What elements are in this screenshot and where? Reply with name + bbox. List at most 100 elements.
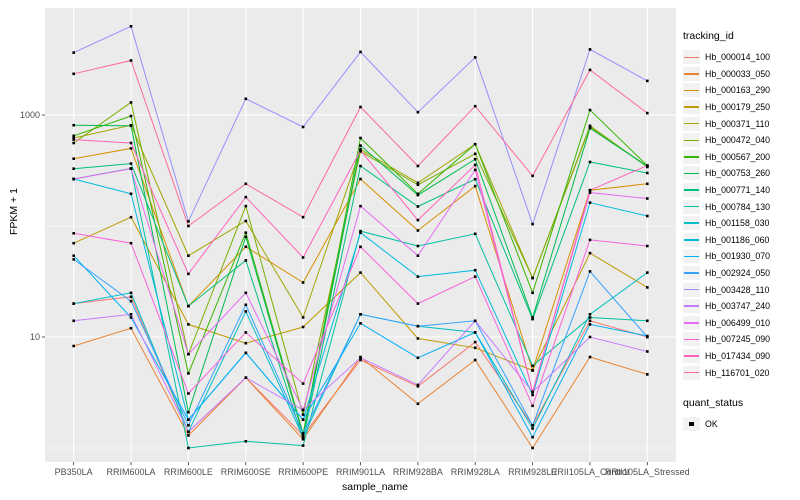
data-point	[301, 382, 305, 385]
data-point	[301, 256, 305, 259]
data-point	[359, 136, 362, 140]
data-point	[244, 231, 248, 234]
data-point	[301, 432, 305, 435]
data-point	[129, 25, 133, 28]
data-point	[416, 205, 420, 208]
data-point	[416, 402, 420, 406]
x-tick-label: RRIM600LA	[107, 467, 156, 477]
data-point	[129, 192, 133, 196]
series-points-Hb_000179_250	[72, 215, 649, 372]
data-point	[473, 331, 477, 334]
data-point	[72, 134, 75, 138]
data-point	[244, 291, 248, 295]
legend-entry-label: Hb_000179_250	[705, 102, 771, 113]
legend-key-line-icon	[684, 189, 699, 191]
data-point	[359, 358, 362, 362]
legend-entry-label: Hb_003747_240	[705, 301, 771, 312]
legend-key	[683, 100, 700, 115]
legend-key-line-icon	[684, 106, 699, 108]
data-point	[244, 440, 248, 443]
data-point	[187, 434, 190, 437]
data-point	[531, 369, 534, 372]
data-point	[531, 291, 534, 295]
data-point	[301, 215, 305, 219]
x-axis-title: sample_name	[342, 481, 408, 493]
data-point	[359, 245, 362, 249]
data-point	[72, 319, 75, 323]
data-point	[473, 56, 477, 59]
data-point	[416, 385, 420, 388]
data-point	[646, 373, 649, 376]
legend-entry-label: Hb_000033_050	[705, 68, 771, 79]
data-point	[301, 418, 305, 421]
legend-key	[683, 66, 700, 81]
legend-key-line-icon	[684, 56, 699, 59]
data-point	[646, 244, 649, 248]
data-point	[359, 149, 362, 152]
legend-key	[683, 216, 700, 231]
data-point	[129, 114, 133, 118]
data-point	[588, 191, 592, 194]
x-tick-label: PB350LA	[55, 467, 93, 477]
legend-key-line-icon	[684, 338, 699, 341]
series-points-Hb_003428_110	[72, 25, 649, 226]
data-point	[416, 193, 420, 197]
legend-entry-label: Hb_000771_140	[705, 185, 771, 196]
data-point	[244, 204, 248, 208]
data-point	[531, 364, 534, 368]
legend-key-line-icon	[684, 122, 699, 125]
legend-entry: Hb_001930_070	[683, 248, 798, 265]
data-point	[72, 232, 75, 235]
data-point	[473, 163, 477, 167]
data-point	[129, 299, 133, 303]
legend-key-line-icon	[684, 288, 699, 291]
legend-key	[683, 232, 700, 247]
legend-key-line-icon	[684, 255, 699, 258]
x-tick-label: RRIM600LE	[164, 467, 213, 477]
legend-entry: Hb_003428_110	[683, 281, 798, 298]
legend-key	[683, 50, 700, 65]
legend-key	[683, 249, 700, 264]
legend-entry: Hb_002924_050	[683, 265, 798, 282]
data-point	[473, 142, 477, 146]
legend-key-line-icon	[684, 272, 699, 274]
data-point	[244, 195, 248, 199]
data-point	[588, 124, 592, 128]
data-point	[359, 204, 362, 208]
data-point	[416, 218, 420, 222]
data-point	[646, 164, 649, 167]
data-point	[72, 302, 75, 305]
data-point	[416, 356, 420, 360]
data-point	[72, 136, 75, 140]
data-point	[531, 390, 534, 394]
data-point	[72, 177, 75, 181]
data-point	[187, 272, 190, 276]
legend-entries: Hb_000014_100 Hb_000033_050 Hb_000163_290 H…	[683, 49, 798, 381]
legend-key	[683, 315, 700, 330]
legend-key	[683, 149, 700, 164]
legend-key-line-icon	[684, 89, 699, 92]
data-point	[473, 319, 477, 323]
legend-quant-status-block: quant_status OK	[683, 397, 798, 433]
legend-key	[683, 417, 700, 432]
data-point	[244, 331, 248, 334]
legend-entry: Hb_003747_240	[683, 298, 798, 315]
x-tick-label: RRII105LA_Control	[551, 467, 629, 477]
legend-entry-label: Hb_001158_030	[705, 218, 770, 229]
data-point	[646, 171, 649, 175]
data-point	[359, 50, 362, 54]
data-point	[244, 351, 248, 355]
data-point	[359, 231, 362, 234]
data-point	[359, 177, 362, 181]
data-point	[72, 138, 75, 141]
data-point	[588, 160, 592, 164]
series-points-Hb_116701_020	[72, 59, 649, 228]
legend-key-line-icon	[684, 305, 699, 307]
legend-entry: Hb_000567_200	[683, 149, 798, 166]
data-point	[187, 220, 190, 223]
data-point	[72, 241, 75, 245]
data-point	[187, 424, 190, 427]
legend-entry-label: Hb_000163_290	[705, 85, 771, 96]
legend-entry-label: Hb_003428_110	[705, 284, 770, 295]
